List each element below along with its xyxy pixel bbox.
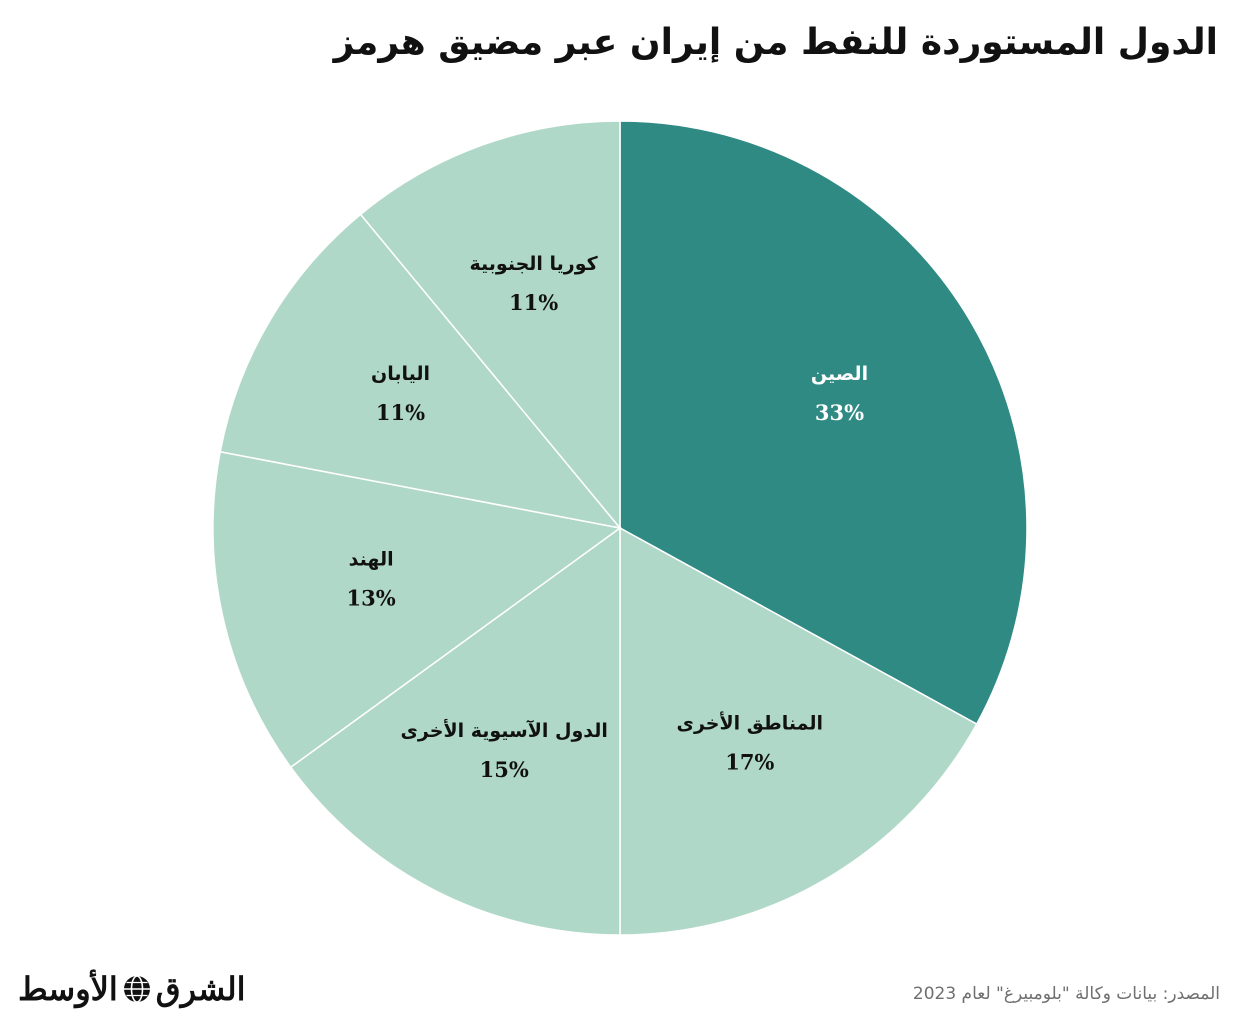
globe-icon — [123, 975, 150, 1003]
pie-slice-1 — [619, 120, 1028, 726]
brand-logo: الشرق الأوسط — [18, 970, 245, 1008]
slice-label-4: الهند — [349, 549, 394, 571]
pie-slice-2 — [619, 526, 978, 936]
chart-title: الدول المستوردة للنفط من إيران عبر مضيق … — [333, 22, 1218, 63]
slice-value-2: 17% — [725, 749, 774, 774]
source-note: المصدر: بيانات وكالة "بلومبيرغ" لعام 202… — [912, 984, 1220, 1004]
pie-slice-3 — [289, 526, 621, 936]
pie-slice-4 — [212, 450, 622, 769]
slice-label-2: المناطق الأخرى — [677, 711, 824, 734]
slice-label-6: كوريا الجنوبية — [470, 253, 599, 275]
slice-value-4: 13% — [347, 586, 396, 611]
brand-word-1: الشرق — [155, 970, 246, 1008]
slice-value-3: 15% — [480, 757, 529, 782]
slice-value-5: 11% — [376, 400, 425, 425]
slice-label-1: الصين — [811, 363, 868, 385]
pie-slice-5 — [219, 213, 622, 530]
slice-label-5: اليابان — [371, 363, 430, 385]
slice-value-1: 33% — [815, 400, 864, 425]
pie-slice-6 — [359, 120, 621, 531]
slice-value-6: 11% — [509, 290, 558, 315]
slice-label-3: الدول الآسيوية الأخرى — [401, 719, 608, 742]
brand-word-2: الأوسط — [18, 970, 118, 1008]
